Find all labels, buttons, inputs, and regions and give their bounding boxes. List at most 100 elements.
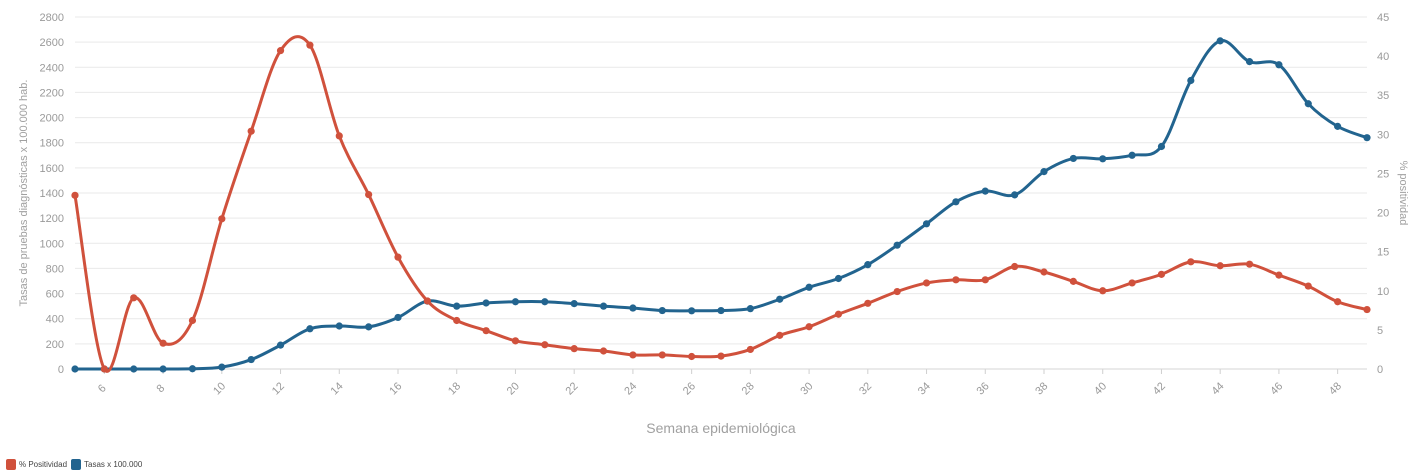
data-point[interactable]	[335, 132, 343, 140]
data-point[interactable]	[511, 298, 520, 306]
data-point[interactable]	[629, 304, 637, 312]
data-point[interactable]	[1011, 191, 1019, 199]
data-point[interactable]	[1363, 305, 1371, 314]
data-point[interactable]	[218, 363, 226, 371]
data-point[interactable]	[864, 261, 872, 269]
data-point[interactable]	[100, 365, 108, 373]
data-point[interactable]	[981, 187, 989, 195]
data-point[interactable]	[1157, 142, 1166, 151]
x-tick-label: 12	[270, 380, 287, 397]
right-axis-title: % positividad	[1397, 161, 1409, 226]
data-point[interactable]	[541, 341, 549, 349]
data-point[interactable]	[834, 274, 843, 283]
data-point[interactable]	[1216, 37, 1224, 45]
data-point[interactable]	[511, 337, 520, 345]
data-point[interactable]	[188, 316, 197, 325]
data-point[interactable]	[1128, 279, 1136, 287]
left-tick-label: 600	[46, 289, 64, 301]
data-point[interactable]	[71, 365, 79, 373]
data-point[interactable]	[805, 283, 813, 291]
data-point[interactable]	[629, 351, 637, 359]
data-point[interactable]	[717, 306, 725, 315]
data-point[interactable]	[1187, 258, 1195, 266]
data-point[interactable]	[864, 299, 872, 307]
data-point[interactable]	[688, 352, 696, 361]
data-point[interactable]	[599, 347, 608, 355]
data-point[interactable]	[453, 316, 461, 325]
data-point[interactable]	[394, 313, 402, 322]
data-point[interactable]	[1275, 271, 1283, 279]
data-point[interactable]	[1069, 154, 1077, 163]
data-point[interactable]	[688, 307, 696, 315]
data-point[interactable]	[981, 276, 989, 284]
data-point[interactable]	[1099, 287, 1107, 295]
data-point[interactable]	[276, 341, 285, 349]
data-point[interactable]	[658, 351, 666, 359]
right-axis-ticks: 0 5 10 15 20 25 30 35 40 45	[1377, 12, 1389, 376]
data-point[interactable]	[130, 294, 138, 302]
data-point[interactable]	[1304, 100, 1312, 108]
data-point[interactable]	[365, 190, 373, 199]
data-point[interactable]	[1245, 58, 1254, 66]
data-point[interactable]	[746, 345, 754, 354]
data-point[interactable]	[1157, 270, 1166, 278]
data-point[interactable]	[335, 322, 343, 330]
data-point[interactable]	[1304, 282, 1312, 290]
data-point[interactable]	[218, 215, 226, 223]
data-point[interactable]	[570, 345, 578, 353]
data-point[interactable]	[423, 297, 431, 305]
series-line	[73, 35, 1368, 373]
data-point[interactable]	[1275, 61, 1283, 69]
data-point[interactable]	[482, 327, 490, 335]
series-positividad	[71, 35, 1371, 373]
data-point[interactable]	[776, 295, 784, 303]
data-point[interactable]	[1099, 155, 1107, 163]
data-point[interactable]	[365, 323, 373, 331]
data-point[interactable]	[276, 47, 285, 55]
data-point[interactable]	[834, 310, 843, 318]
data-point[interactable]	[952, 198, 960, 206]
data-point[interactable]	[1069, 277, 1077, 285]
data-point[interactable]	[599, 302, 608, 310]
data-point[interactable]	[71, 191, 79, 199]
data-point[interactable]	[130, 365, 138, 373]
data-point[interactable]	[1334, 298, 1342, 306]
data-point[interactable]	[453, 302, 461, 310]
data-point[interactable]	[159, 365, 167, 373]
left-tick-label: 1600	[40, 163, 64, 175]
data-point[interactable]	[922, 279, 931, 287]
data-point[interactable]	[159, 339, 167, 347]
data-point[interactable]	[482, 299, 490, 307]
data-point[interactable]	[1187, 76, 1195, 85]
x-tick-label: 44	[1209, 380, 1226, 397]
data-point[interactable]	[1040, 168, 1048, 176]
x-tick-label: 46	[1268, 380, 1285, 397]
data-point[interactable]	[570, 300, 578, 308]
data-point[interactable]	[247, 127, 255, 135]
data-point[interactable]	[1040, 268, 1048, 276]
data-point[interactable]	[922, 220, 931, 228]
legend-item-tasas[interactable]: Tasas x 100.000	[71, 459, 142, 470]
data-point[interactable]	[394, 253, 402, 261]
data-point[interactable]	[1363, 134, 1371, 142]
x-tick-label: 10	[211, 380, 228, 397]
data-point[interactable]	[805, 323, 813, 331]
data-point[interactable]	[893, 287, 901, 296]
data-point[interactable]	[306, 325, 314, 333]
data-point[interactable]	[746, 305, 754, 313]
data-point[interactable]	[306, 41, 314, 49]
data-point[interactable]	[1334, 122, 1342, 130]
data-point[interactable]	[776, 331, 784, 339]
data-point[interactable]	[1011, 262, 1019, 271]
data-point[interactable]	[952, 276, 960, 284]
data-point[interactable]	[1216, 262, 1224, 270]
data-point[interactable]	[247, 355, 255, 364]
data-point[interactable]	[717, 352, 725, 360]
data-point[interactable]	[1128, 151, 1136, 159]
data-point[interactable]	[541, 298, 549, 306]
data-point[interactable]	[658, 306, 666, 315]
data-point[interactable]	[1245, 260, 1254, 268]
data-point[interactable]	[188, 365, 197, 373]
legend-item-positividad[interactable]: % Positividad	[6, 459, 67, 470]
data-point[interactable]	[893, 241, 901, 249]
